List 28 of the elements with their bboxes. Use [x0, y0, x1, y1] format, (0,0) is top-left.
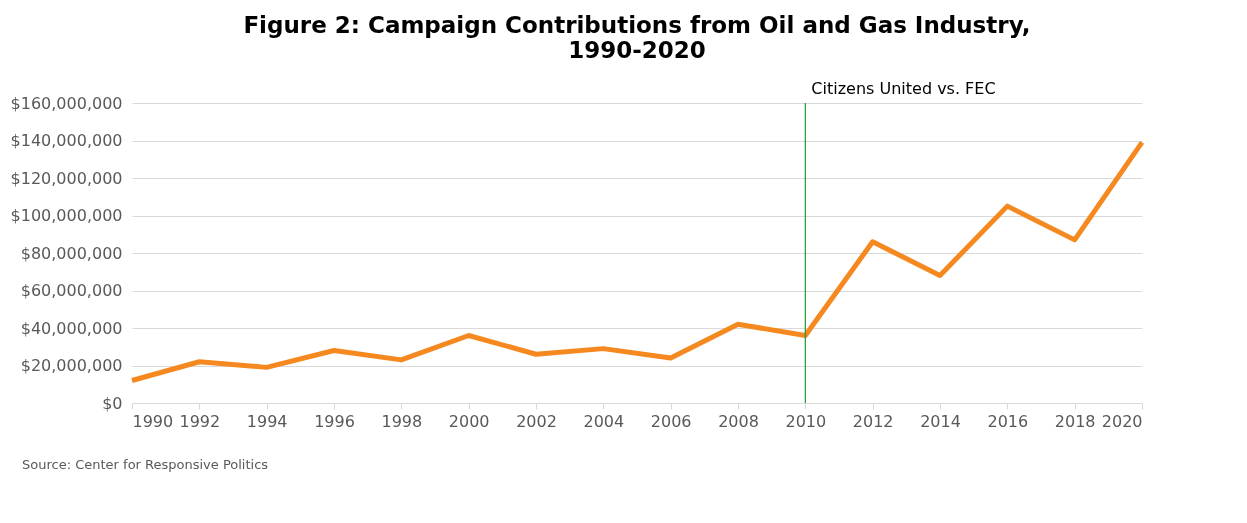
- x-tick-label: 2016: [987, 411, 1029, 431]
- y-tick-label: $120,000,000: [10, 168, 123, 188]
- y-tick-label: $80,000,000: [20, 243, 123, 263]
- x-tick-label: 2002: [516, 411, 557, 431]
- y-tick-label: $100,000,000: [10, 206, 123, 225]
- x-tick-label: 2014: [920, 411, 961, 431]
- x-tick-label: 2012: [852, 411, 894, 431]
- x-tick-label: 2004: [583, 411, 625, 431]
- x-tick-label: 2018: [1054, 411, 1096, 431]
- x-tick-label: 1996: [314, 411, 355, 431]
- y-tick-label: $60,000,000: [20, 281, 123, 300]
- x-tick-label: 1992: [179, 411, 221, 431]
- source-note: Source: Center for Responsive Politics: [22, 457, 269, 472]
- x-tick-label: 1998: [381, 411, 423, 431]
- x-tick-label: 1990: [132, 411, 174, 431]
- y-tick-label: $20,000,000: [20, 356, 123, 375]
- x-tick-label: 2020: [1101, 411, 1143, 431]
- chart-title: Figure 2: Campaign Contributions from Oil and Gas Industry, 1990-2020: [243, 12, 1031, 63]
- x-tick-label: 2010: [785, 411, 827, 431]
- y-tick-label: $160,000,000: [10, 93, 123, 113]
- x-tick-label: 2000: [448, 411, 490, 431]
- x-tick-label: 2008: [718, 411, 759, 431]
- x-tick-label: 2006: [650, 411, 692, 431]
- y-tick-label: $0: [102, 393, 123, 413]
- x-tick-label: 1994: [246, 411, 288, 431]
- ref-line-label: Citizens United vs. FEC: [811, 79, 996, 98]
- y-tick-label: $140,000,000: [10, 131, 123, 150]
- y-tick-label: $40,000,000: [20, 318, 123, 338]
